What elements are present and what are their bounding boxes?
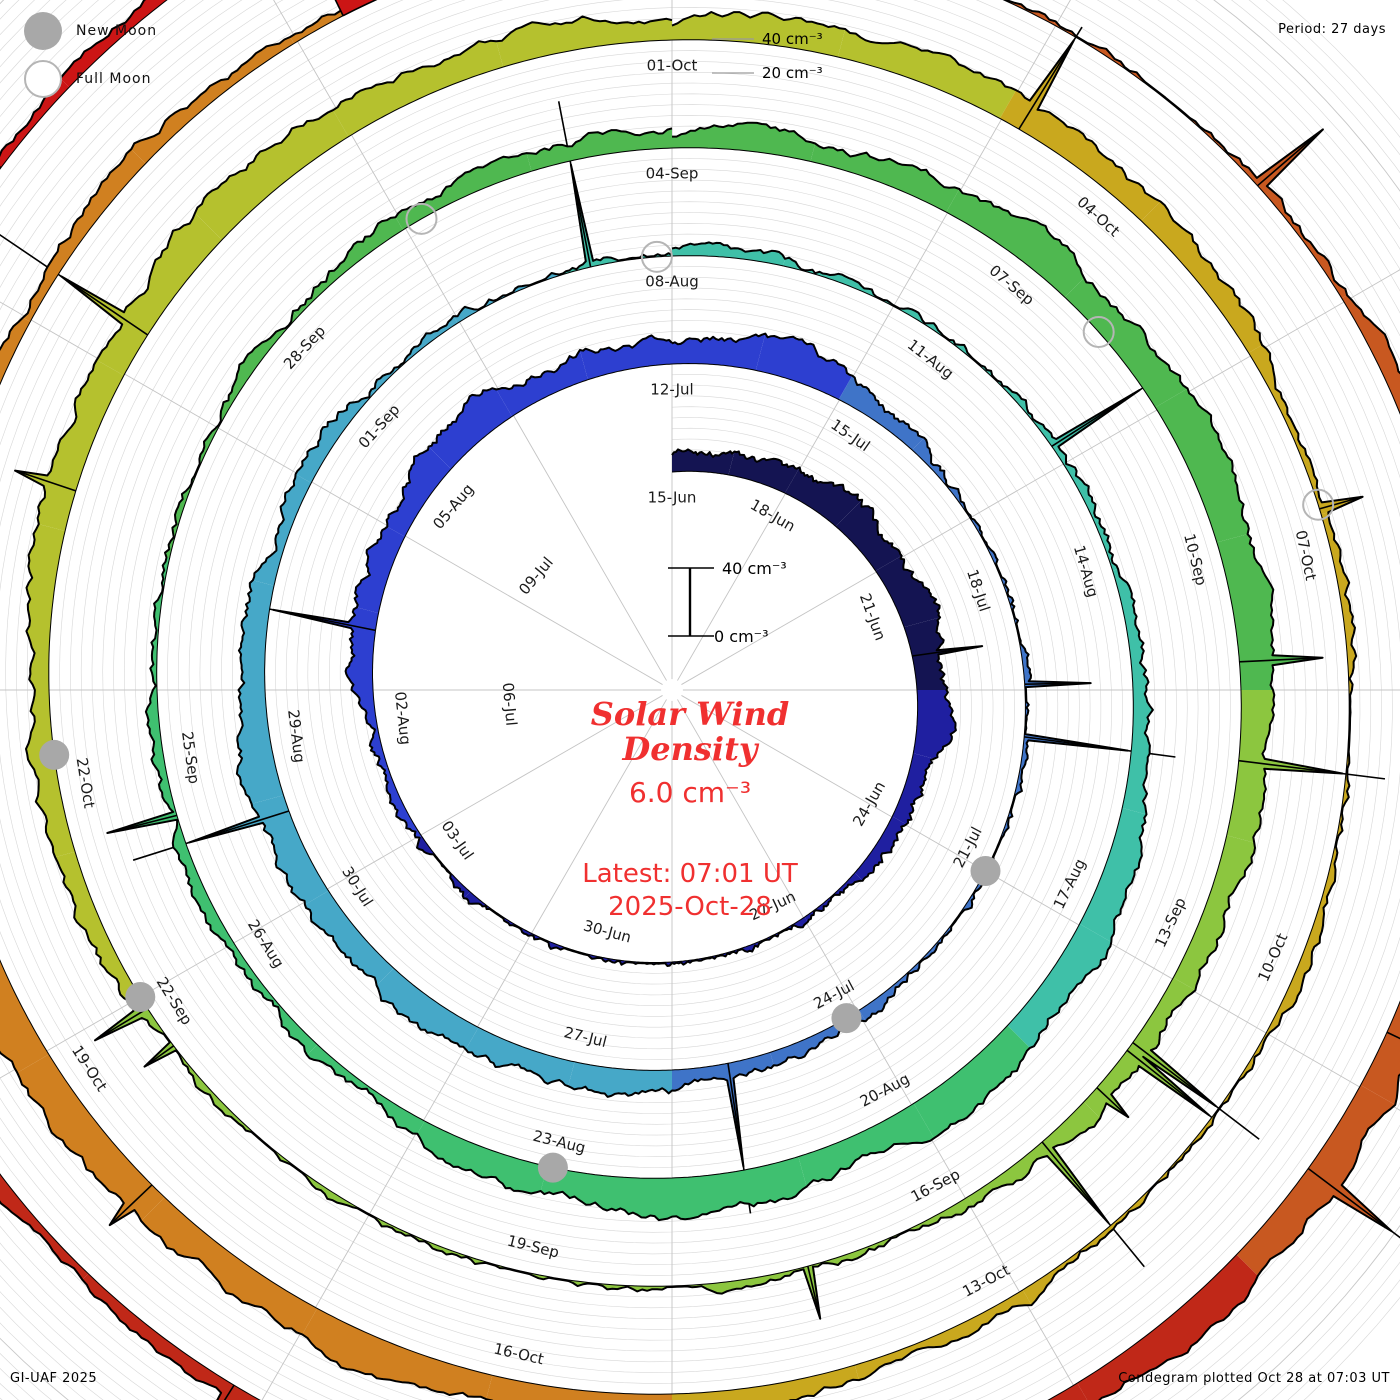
svg-text:13-Oct: 13-Oct xyxy=(959,1261,1012,1301)
svg-text:06-Jul: 06-Jul xyxy=(499,682,521,727)
svg-text:40 cm⁻³: 40 cm⁻³ xyxy=(762,30,823,48)
svg-text:04-Oct: 04-Oct xyxy=(1073,193,1123,240)
svg-text:0 cm⁻³: 0 cm⁻³ xyxy=(714,627,769,646)
full-moon-icon xyxy=(24,60,62,98)
svg-text:04-Sep: 04-Sep xyxy=(646,165,699,183)
svg-text:01-Sep: 01-Sep xyxy=(355,401,404,452)
svg-text:23-Aug: 23-Aug xyxy=(531,1127,587,1157)
svg-text:02-Aug: 02-Aug xyxy=(391,691,414,746)
svg-text:25-Sep: 25-Sep xyxy=(178,730,203,785)
credit-label: GI-UAF 2025 xyxy=(10,1371,98,1386)
svg-text:22-Sep: 22-Sep xyxy=(153,974,196,1028)
outer-axis: 40 cm⁻³ 20 cm⁻³ xyxy=(712,30,823,82)
legend-full-moon: Full Moon xyxy=(24,60,151,98)
svg-text:16-Oct: 16-Oct xyxy=(492,1339,546,1368)
svg-text:19-Oct: 19-Oct xyxy=(68,1042,111,1095)
svg-text:12-Jul: 12-Jul xyxy=(650,381,693,399)
svg-text:Density: Density xyxy=(622,730,760,768)
svg-text:40 cm⁻³: 40 cm⁻³ xyxy=(722,559,787,578)
svg-text:07-Sep: 07-Sep xyxy=(986,261,1038,309)
svg-text:22-Oct: 22-Oct xyxy=(73,756,99,809)
svg-text:08-Aug: 08-Aug xyxy=(645,273,698,291)
svg-text:03-Jul: 03-Jul xyxy=(438,817,478,863)
svg-text:10-Oct: 10-Oct xyxy=(1254,931,1291,985)
svg-text:16-Sep: 16-Sep xyxy=(908,1165,963,1206)
svg-text:17-Aug: 17-Aug xyxy=(1050,856,1090,912)
svg-text:28-Sep: 28-Sep xyxy=(280,322,329,373)
svg-text:18-Jun: 18-Jun xyxy=(747,495,798,535)
svg-text:07-Oct: 07-Oct xyxy=(1292,529,1320,583)
svg-text:19-Sep: 19-Sep xyxy=(505,1231,561,1261)
plotted-label: Condegram plotted Oct 28 at 07:03 UT xyxy=(1118,1371,1390,1386)
new-moon-icon xyxy=(24,12,62,50)
svg-text:13-Sep: 13-Sep xyxy=(1151,895,1190,950)
moon-markers xyxy=(39,202,1335,1183)
svg-text:Solar Wind: Solar Wind xyxy=(591,695,790,733)
svg-text:09-Jul: 09-Jul xyxy=(515,553,557,598)
svg-text:29-Aug: 29-Aug xyxy=(284,709,308,764)
svg-text:15-Jul: 15-Jul xyxy=(827,415,873,455)
svg-text:20 cm⁻³: 20 cm⁻³ xyxy=(762,64,823,82)
legend-new-moon: New Moon xyxy=(24,12,157,50)
svg-text:Latest: 07:01 UT: Latest: 07:01 UT xyxy=(582,859,798,889)
svg-text:14-Aug: 14-Aug xyxy=(1070,543,1102,599)
svg-text:27-Jul: 27-Jul xyxy=(562,1023,609,1051)
svg-text:2025-Oct-28: 2025-Oct-28 xyxy=(608,892,772,922)
svg-text:01-Oct: 01-Oct xyxy=(647,57,698,75)
svg-text:21-Jun: 21-Jun xyxy=(856,591,890,643)
svg-text:6.0 cm⁻³: 6.0 cm⁻³ xyxy=(629,776,751,809)
svg-text:10-Sep: 10-Sep xyxy=(1180,532,1210,588)
svg-text:05-Aug: 05-Aug xyxy=(429,480,477,533)
svg-text:15-Jun: 15-Jun xyxy=(648,489,697,507)
svg-text:30-Jul: 30-Jul xyxy=(338,863,376,909)
period-label: Period: 27 days xyxy=(1278,22,1386,37)
svg-text:11-Aug: 11-Aug xyxy=(904,336,957,383)
legend-full-moon-label: Full Moon xyxy=(76,71,152,87)
svg-text:20-Aug: 20-Aug xyxy=(857,1070,913,1111)
svg-text:24-Jun: 24-Jun xyxy=(849,778,889,829)
svg-text:18-Jul: 18-Jul xyxy=(963,567,994,614)
legend-new-moon-label: New Moon xyxy=(76,23,158,39)
